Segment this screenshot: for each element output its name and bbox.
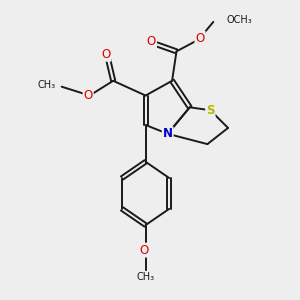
Text: CH₃: CH₃ [38,80,56,90]
Text: O: O [140,244,149,256]
Text: OCH₃: OCH₃ [226,15,252,26]
Text: CH₃: CH₃ [136,272,154,282]
Text: O: O [83,89,93,102]
Text: O: O [147,34,156,48]
Text: O: O [195,32,205,45]
Text: S: S [206,104,214,117]
Text: O: O [101,48,110,61]
Text: N: N [163,127,173,140]
